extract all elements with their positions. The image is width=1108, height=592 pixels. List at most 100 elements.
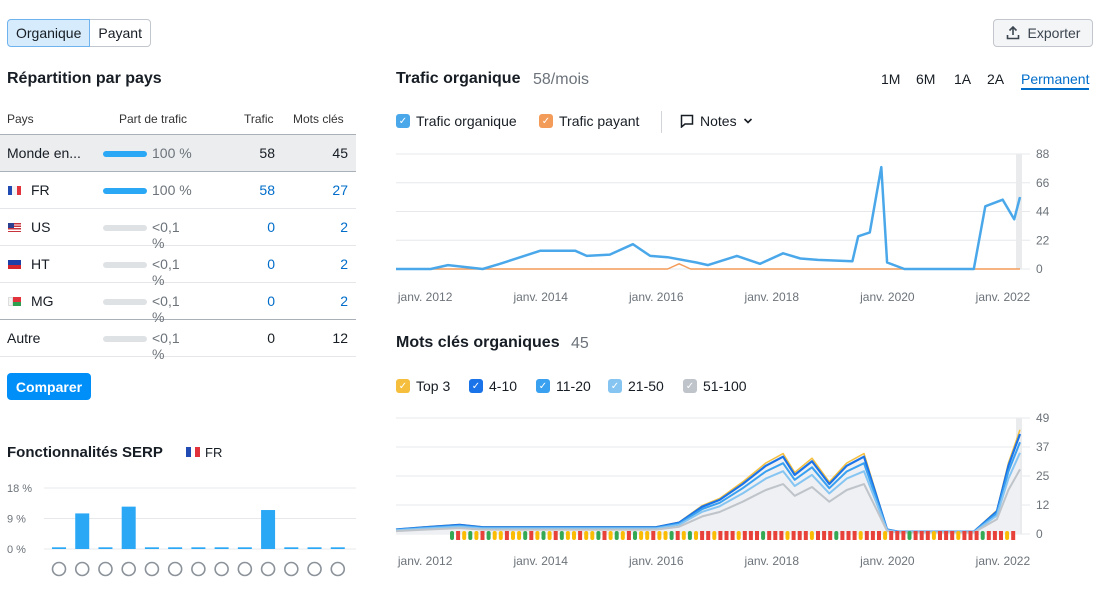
algorithm-update-marker — [1005, 531, 1010, 540]
legend-label: 4-10 — [489, 378, 518, 394]
traffic-value[interactable]: 58 — [259, 182, 275, 198]
legend-item[interactable]: ✓ 4-10 — [469, 378, 517, 394]
range-tab-6m[interactable]: 6M — [916, 71, 936, 87]
country-name: HT — [31, 256, 50, 272]
quote-icon[interactable] — [307, 561, 322, 577]
play-icon[interactable] — [191, 561, 206, 577]
keywords-value: 45 — [332, 145, 348, 161]
keywords-value[interactable]: 2 — [340, 293, 348, 309]
play-circle-icon[interactable] — [284, 561, 299, 577]
link-icon[interactable] — [144, 561, 160, 577]
algorithm-update-marker — [663, 531, 668, 540]
algorithm-update-marker — [541, 531, 546, 540]
paid-tab[interactable]: Payant — [90, 19, 151, 47]
x-tick-label: janv. 2012 — [397, 290, 453, 304]
algorithm-update-marker — [797, 531, 802, 540]
algorithm-update-marker — [992, 531, 997, 540]
table-row[interactable]: HT <0,1 % 0 2 — [0, 246, 356, 288]
algorithm-update-marker — [962, 531, 967, 540]
fr-flag-icon — [186, 447, 201, 457]
range-tab-1m[interactable]: 1M — [881, 71, 901, 87]
algorithm-update-marker — [572, 531, 576, 540]
table-row[interactable]: FR 100 % 58 27 — [0, 172, 356, 209]
organic-paid-toggle: Organique Payant — [7, 19, 151, 47]
compare-button[interactable]: Comparer — [7, 373, 91, 400]
legend-paid[interactable]: ✓ Trafic payant — [539, 113, 639, 129]
algorithm-update-marker — [486, 531, 491, 540]
traffic-value[interactable]: 0 — [267, 293, 275, 309]
keywords-value[interactable]: 2 — [340, 256, 348, 272]
serp-chart: 18 % 9 % 0 % — [7, 483, 356, 577]
question-icon[interactable] — [330, 561, 346, 577]
algorithm-update-marker — [968, 531, 973, 540]
algorithm-update-marker — [840, 531, 845, 540]
share-bar — [103, 299, 147, 305]
legend-item[interactable]: ✓ 51-100 — [683, 378, 747, 394]
algorithm-update-marker — [694, 531, 698, 540]
notes-dropdown[interactable]: Notes — [680, 113, 753, 129]
algorithm-update-marker — [590, 531, 595, 540]
algorithm-update-marker — [523, 531, 528, 540]
table-row[interactable]: MG <0,1 % 0 2 — [0, 283, 356, 325]
algorithm-update-marker — [657, 531, 662, 540]
image-chart-icon[interactable] — [121, 561, 136, 577]
range-tab-1a[interactable]: 1A — [954, 71, 972, 87]
algorithm-update-marker — [889, 531, 894, 540]
table-row[interactable]: US <0,1 % 0 2 — [0, 209, 356, 251]
x-tick-label: janv. 2014 — [512, 554, 568, 568]
serp-country: FR — [205, 445, 223, 460]
x-tick-label: janv. 2022 — [975, 290, 1031, 304]
traffic-chart: 88 66 44 22 0 janv. 2012 janv. 2014 janv. 2016 j… — [396, 147, 1050, 304]
x-tick-label: janv. 2016 — [628, 290, 684, 304]
algorithm-update-marker — [925, 531, 930, 540]
star-icon[interactable] — [167, 561, 183, 577]
algorithm-update-marker — [584, 531, 589, 540]
serp-bar — [307, 547, 322, 549]
traffic-value[interactable]: 0 — [267, 256, 275, 272]
serp-bar — [98, 547, 113, 549]
upload-icon — [1006, 26, 1019, 40]
y-tick-label: 22 — [1036, 233, 1050, 247]
algorithm-update-marker — [675, 531, 680, 540]
algorithm-update-marker — [822, 531, 827, 540]
range-tab-2a[interactable]: 2A — [987, 71, 1005, 87]
image-icon[interactable] — [260, 561, 276, 577]
algorithm-update-marker — [950, 531, 955, 540]
country-name: FR — [31, 182, 50, 198]
document-icon[interactable] — [98, 561, 113, 577]
traffic-value[interactable]: 0 — [267, 219, 275, 235]
organic-tab[interactable]: Organique — [7, 19, 91, 47]
algorithm-update-marker — [474, 531, 479, 540]
export-button[interactable]: Exporter — [993, 19, 1093, 47]
algorithm-update-marker — [468, 531, 473, 540]
algorithm-update-marker — [456, 531, 461, 540]
algorithm-update-marker — [681, 531, 686, 540]
algorithm-update-marker — [999, 531, 1003, 540]
algorithm-update-marker — [462, 531, 467, 540]
algorithm-update-marker — [828, 531, 833, 540]
video-icon[interactable] — [214, 561, 229, 577]
algorithm-update-marker — [1011, 531, 1016, 540]
y-tick-label: 0 — [1036, 262, 1043, 276]
graduation-cap-icon[interactable] — [51, 561, 67, 577]
table-row[interactable]: Autre <0,1 % 0 12 — [0, 320, 356, 362]
table-row[interactable]: Monde en... 100 % 58 45 — [0, 135, 356, 172]
share-bar — [103, 336, 147, 342]
algorithm-update-marker — [883, 531, 888, 540]
keywords-value[interactable]: 27 — [332, 182, 348, 198]
legend-item[interactable]: ✓ 21-50 — [608, 378, 664, 394]
map-pin-icon[interactable] — [74, 561, 90, 577]
legend-item[interactable]: ✓ 11-20 — [536, 378, 591, 394]
share-percent: 100 % — [152, 145, 192, 161]
crown-icon[interactable] — [237, 561, 253, 577]
serp-bar — [284, 547, 299, 549]
keywords-value[interactable]: 2 — [340, 219, 348, 235]
algorithm-update-marker — [852, 531, 857, 540]
legend-organic[interactable]: ✓ Trafic organique — [396, 113, 517, 129]
range-tab-permanent[interactable]: Permanent — [1021, 71, 1090, 90]
countries-title: Répartition par pays — [7, 70, 162, 87]
algorithm-update-marker — [633, 531, 637, 540]
share-bar — [103, 225, 147, 231]
share-percent: 100 % — [152, 182, 192, 198]
legend-item[interactable]: ✓ Top 3 — [396, 378, 450, 394]
